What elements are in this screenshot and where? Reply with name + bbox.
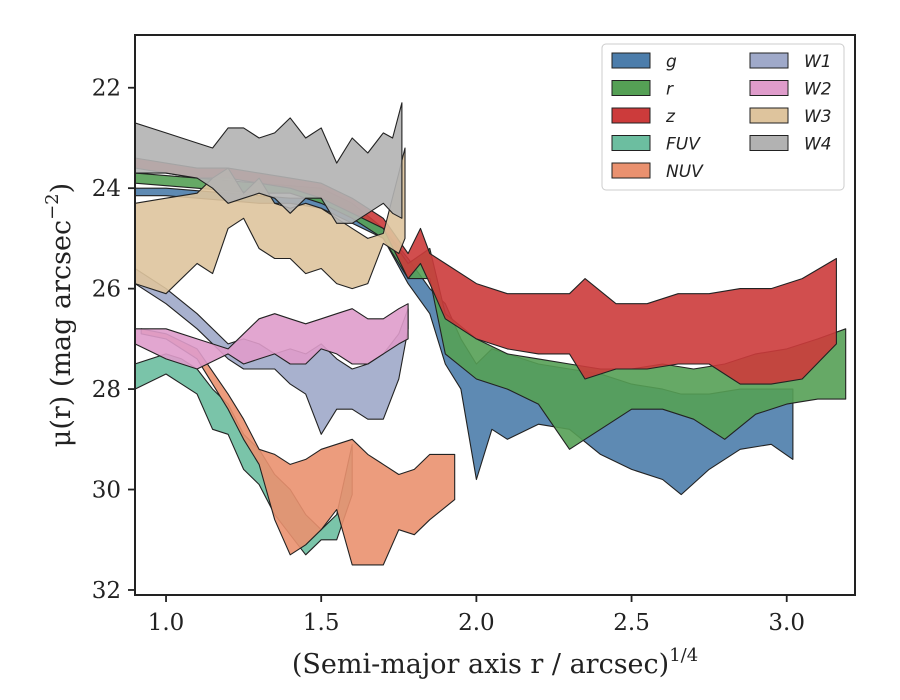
legend-label-NUV: NUV <box>666 162 704 182</box>
plot-frame <box>134 34 856 596</box>
legend-swatch-W1 <box>749 52 789 69</box>
legend-label-FUV: FUV <box>666 135 701 155</box>
y-tick-label: 32 <box>92 578 121 604</box>
legend-label-W1: W1 <box>804 52 832 72</box>
legend: grz FUV NUV W1 W2 W3 W4 <box>601 43 845 191</box>
legend-label-W3: W3 <box>804 107 832 127</box>
y-axis-label: μ(r) (mag arcsec−2) <box>42 183 77 447</box>
area-W4 <box>135 102 403 224</box>
legend-swatch-W2 <box>749 80 789 96</box>
y-tick-label: 24 <box>92 176 121 202</box>
y-tick-label: 26 <box>92 277 121 303</box>
y-tick-label: 28 <box>92 377 121 403</box>
legend-swatch-r <box>611 80 651 96</box>
legend-swatch-g <box>611 52 651 69</box>
x-tick-label: 2.5 <box>613 610 650 636</box>
y-tick-label: 30 <box>92 478 121 504</box>
legend-label-g: g <box>666 52 677 72</box>
legend-swatch-W4 <box>749 135 789 151</box>
x-tick-label: 3.0 <box>768 610 805 636</box>
x-tick-label: 1.0 <box>148 610 185 636</box>
legend-swatch-NUV <box>611 162 651 179</box>
legend-swatch-W3 <box>749 107 789 124</box>
axes: 1.0 1.5 2.0 2.5 3.0 22 24 26 28 30 32 <box>92 34 856 636</box>
y-tick-label: 22 <box>92 76 121 102</box>
legend-label-z: z <box>665 107 676 127</box>
series-areas <box>135 102 847 566</box>
x-tick-label: 1.5 <box>303 610 340 636</box>
legend-swatch-FUV <box>611 135 651 151</box>
legend-label-W2: W2 <box>804 80 832 100</box>
area-NUV <box>140 328 456 566</box>
legend-label-r: r <box>666 80 674 100</box>
legend-label-W4: W4 <box>804 135 832 155</box>
legend-swatch-z <box>611 107 651 124</box>
x-axis-label: (Semi-major axis r / arcsec)1/4 <box>292 645 698 680</box>
x-tick-label: 2.0 <box>458 610 495 636</box>
area-W2 <box>135 303 409 370</box>
